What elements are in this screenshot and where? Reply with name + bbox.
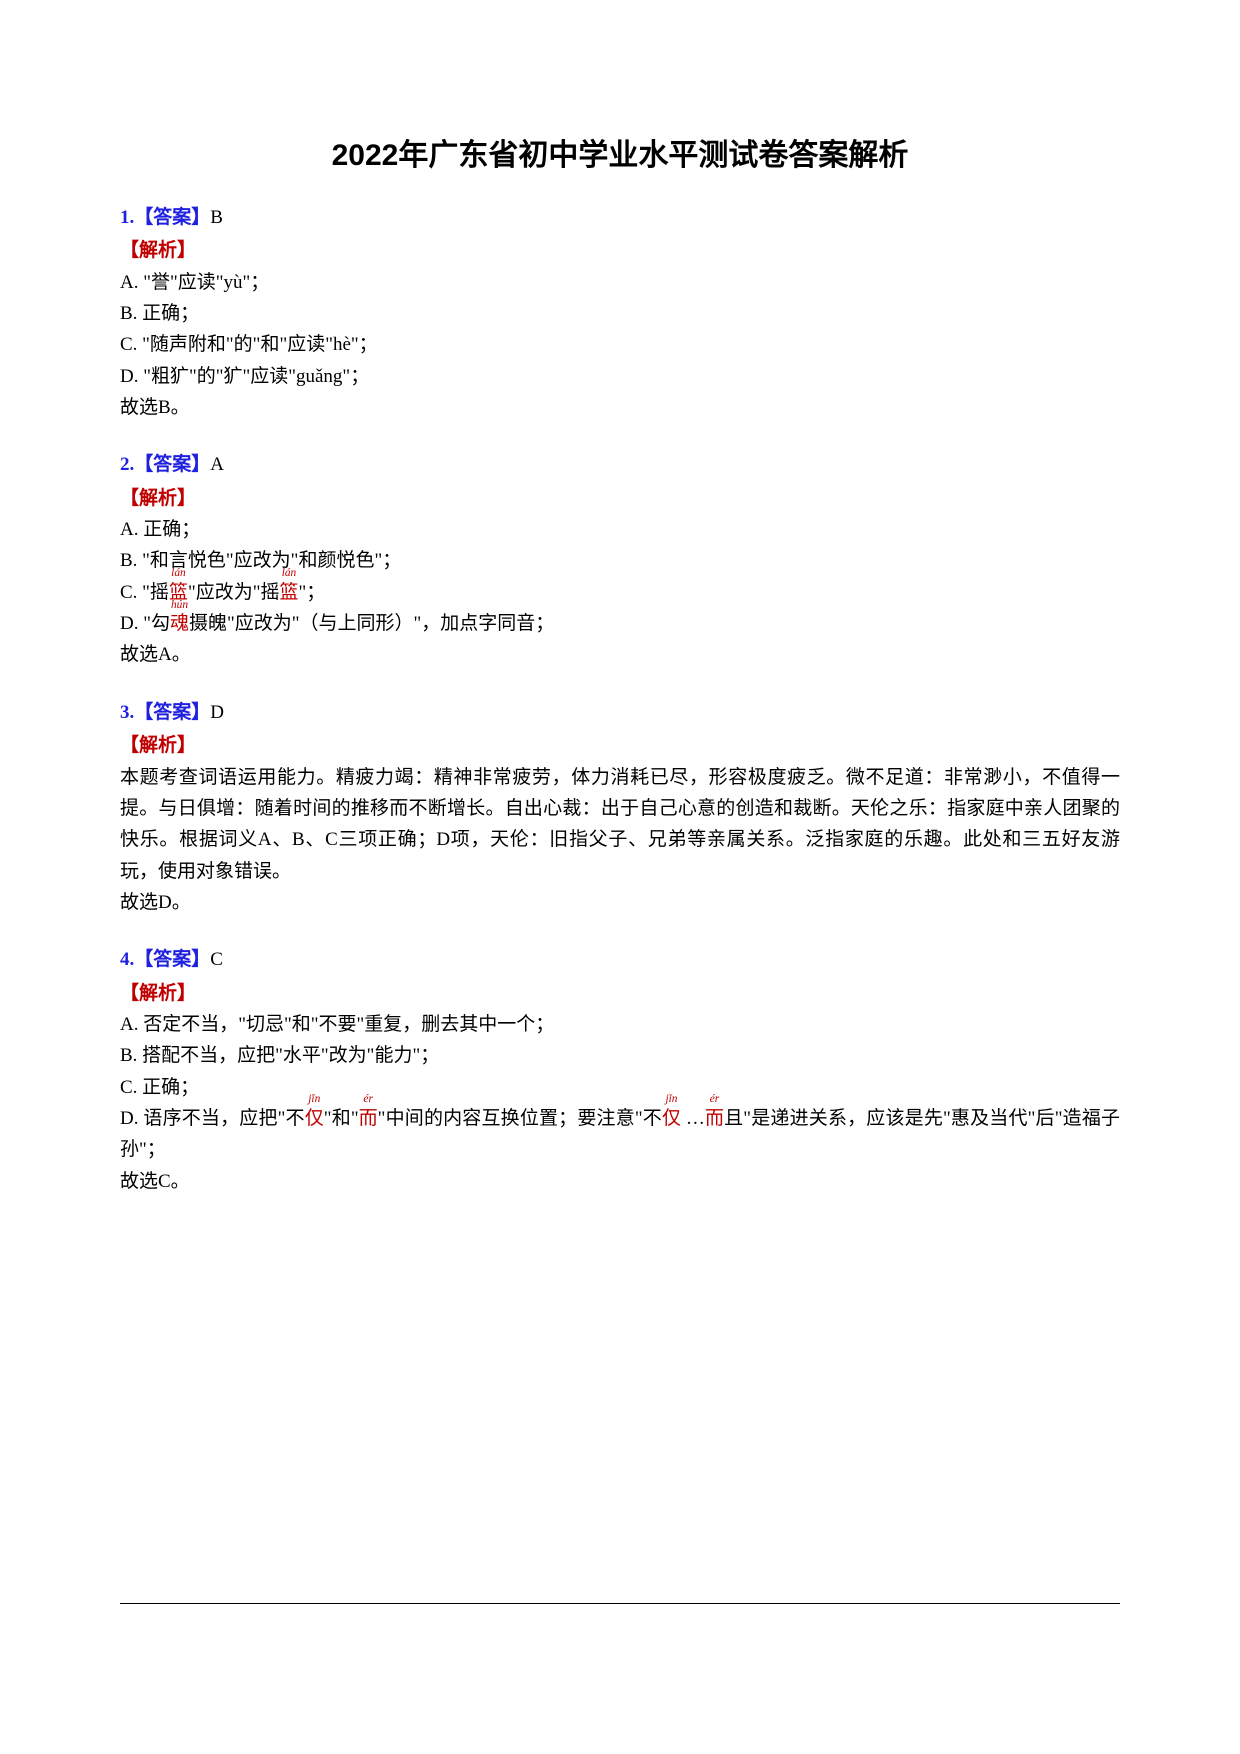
answer-label: 【答案】 (134, 207, 210, 228)
pinyin-annotation: 仅jǐn (662, 1103, 681, 1134)
pinyin-annotation: 而ér (705, 1103, 724, 1134)
paragraph: 故选B。 (120, 392, 1120, 423)
analysis-label: 【解析】 (120, 983, 196, 1004)
paragraph: C. 正确； (120, 1072, 1120, 1103)
analysis-line: 【解析】 (120, 978, 1120, 1009)
question-number: 4. (120, 949, 134, 970)
paragraph: 故选A。 (120, 639, 1120, 670)
document-page: 2022年广东省初中学业水平测试卷答案解析 1.【答案】B【解析】A. "誉"应… (0, 0, 1240, 1754)
question-number: 1. (120, 207, 134, 228)
question-block: 4.【答案】C 【解析】 A. 否定不当，"切忌"和"不要"重复，删去其中一个；B.… (120, 944, 1120, 1197)
answer-line: 1.【答案】B (120, 202, 1120, 233)
analysis-line: 【解析】 (120, 483, 1120, 514)
analysis-line: 【解析】 (120, 730, 1120, 761)
answer-line: 2.【答案】A (120, 449, 1120, 480)
paragraph: D. "粗犷"的"犷"应读"guǎng"； (120, 361, 1120, 392)
answer-line: 3.【答案】D (120, 697, 1120, 728)
answer-line: 4.【答案】C (120, 944, 1120, 975)
paragraph: D. 语序不当，应把"不仅jǐn"和"而ér"中间的内容互换位置；要注意"不仅j… (120, 1103, 1120, 1166)
analysis-line: 【解析】 (120, 235, 1120, 266)
paragraph: A. "誉"应读"yù"； (120, 267, 1120, 298)
paragraph: B. "和言悦色"应改为"和颜悦色"； (120, 545, 1120, 576)
paragraph: C. "摇篮lán"应改为"摇篮lán"； (120, 577, 1120, 608)
pinyin-annotation: 篮lán (279, 577, 298, 608)
paragraph: D. "勾魂hún摄魄"应改为"（与上同形）"，加点字同音； (120, 608, 1120, 639)
paragraph: B. 正确； (120, 298, 1120, 329)
footer-rule (120, 1603, 1120, 1604)
paragraph: C. "随声附和"的"和"应读"hè"； (120, 329, 1120, 360)
pinyin-annotation: 仅jǐn (305, 1103, 324, 1134)
questions-container: 1.【答案】B【解析】A. "誉"应读"yù"；B. 正确；C. "随声附和"的… (120, 202, 1120, 1197)
analysis-label: 【解析】 (120, 488, 196, 509)
answer-value: D (210, 702, 224, 723)
answer-value: C (210, 949, 223, 970)
question-block: 1.【答案】B 【解析】 A. "誉"应读"yù"；B. 正确；C. "随声附和"的… (120, 202, 1120, 423)
question-number: 3. (120, 702, 134, 723)
analysis-label: 【解析】 (120, 735, 196, 756)
question-block: 2.【答案】A 【解析】 A. 正确；B. "和言悦色"应改为"和颜悦色"；C. "… (120, 449, 1120, 670)
paragraph: B. 搭配不当，应把"水平"改为"能力"； (120, 1040, 1120, 1071)
pinyin-annotation: 而ér (359, 1103, 378, 1134)
question-number: 2. (120, 454, 134, 475)
answer-value: A (210, 454, 224, 475)
answer-value: B (210, 207, 223, 228)
analysis-label: 【解析】 (120, 240, 196, 261)
paragraph: 故选D。 (120, 887, 1120, 918)
pinyin-annotation: 魂hún (170, 608, 189, 639)
paragraph: A. 正确； (120, 514, 1120, 545)
paragraph: A. 否定不当，"切忌"和"不要"重复，删去其中一个； (120, 1009, 1120, 1040)
page-title: 2022年广东省初中学业水平测试卷答案解析 (120, 130, 1120, 174)
answer-label: 【答案】 (134, 454, 210, 475)
question-block: 3.【答案】D 【解析】本题考查词语运用能力。精疲力竭：精神非常疲劳，体力消耗已尽… (120, 697, 1120, 918)
answer-label: 【答案】 (134, 949, 210, 970)
paragraph: 本题考查词语运用能力。精疲力竭：精神非常疲劳，体力消耗已尽，形容极度疲乏。微不足… (120, 762, 1120, 887)
answer-label: 【答案】 (134, 702, 210, 723)
paragraph: 故选C。 (120, 1166, 1120, 1197)
